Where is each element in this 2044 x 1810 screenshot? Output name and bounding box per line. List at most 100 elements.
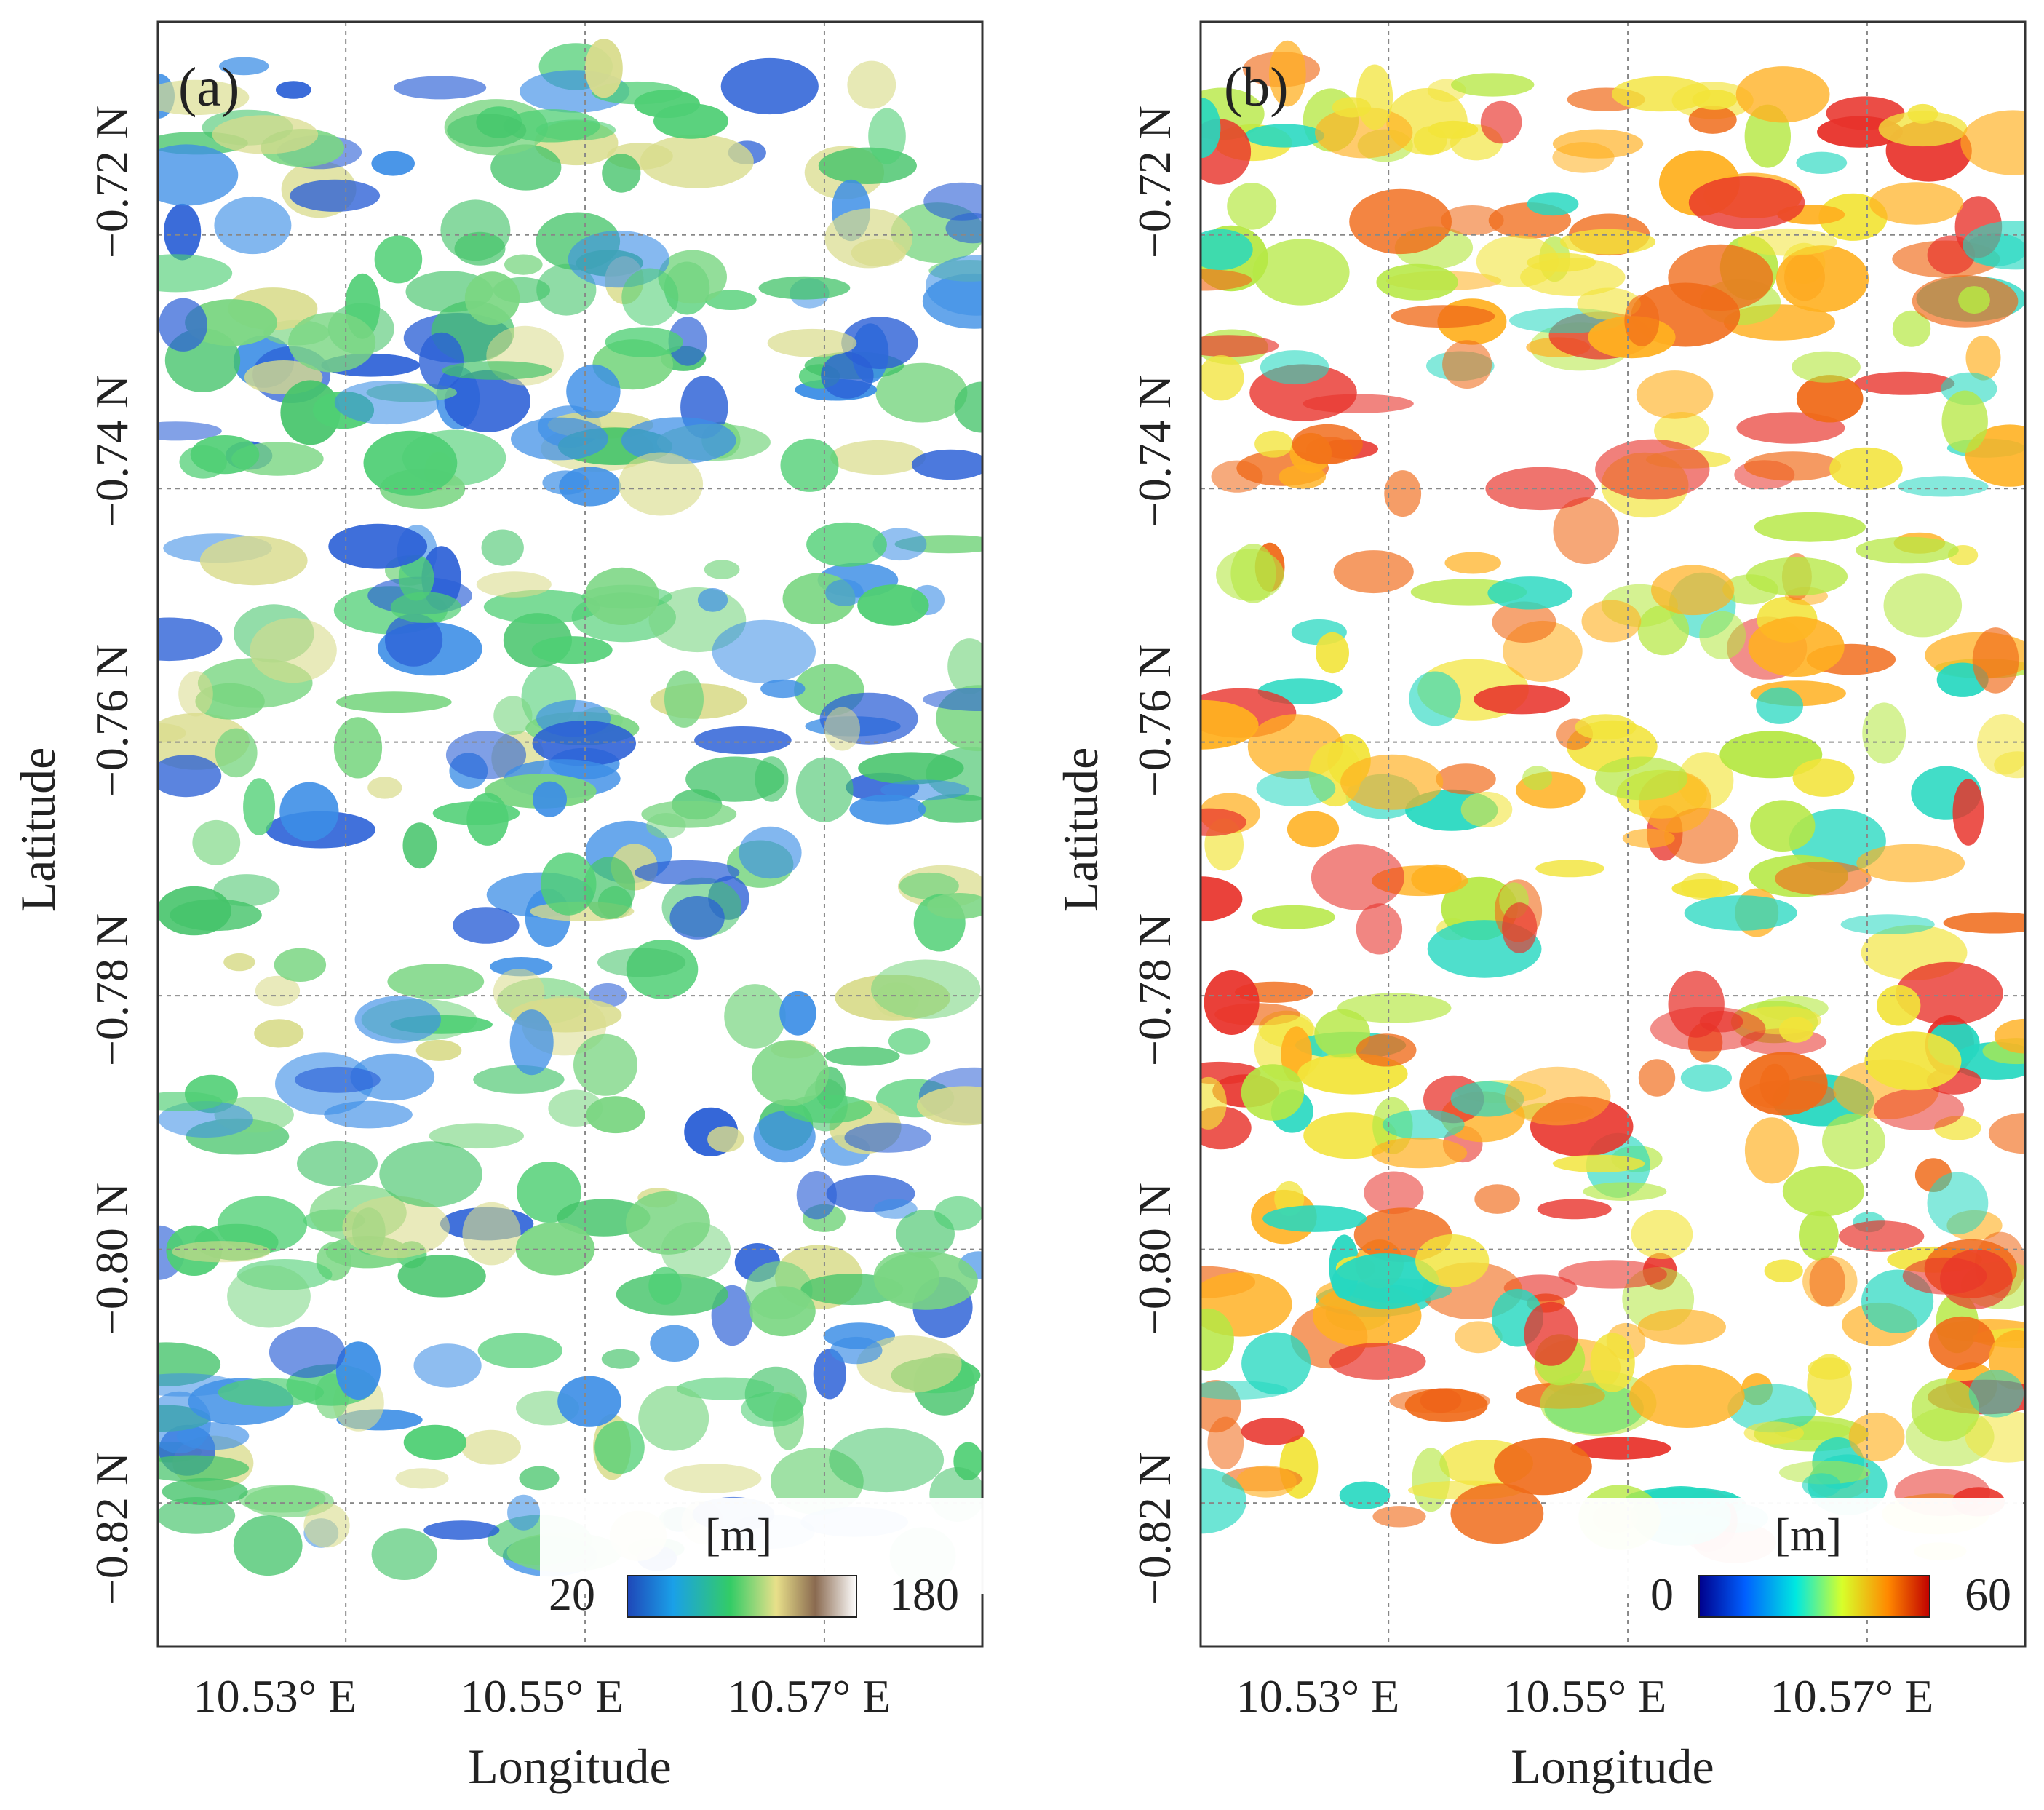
map-patch — [830, 440, 926, 475]
x-tick-label: 10.57° E — [1770, 1670, 1934, 1722]
map-patch — [423, 1520, 500, 1540]
map-patch — [1822, 1114, 1885, 1170]
map-patch — [829, 1427, 945, 1493]
map-patch — [1746, 557, 1848, 596]
map-border — [1199, 20, 2027, 1648]
map-patch — [1329, 1343, 1426, 1380]
map-patch — [1898, 476, 1989, 497]
map-patch — [872, 528, 927, 561]
map-patch — [403, 1424, 467, 1460]
map-patch — [178, 671, 213, 717]
map-patch — [419, 332, 464, 390]
map-patch — [1316, 632, 1349, 674]
map-patch — [445, 731, 527, 779]
map-patch — [594, 1421, 645, 1474]
map-patch — [507, 1494, 541, 1531]
map-patch — [1201, 355, 1244, 401]
panel-a: (a) 10.53° E 10.55° E 10.57° E Longitude… — [0, 0, 1019, 1806]
map-patch — [1260, 350, 1329, 385]
map-patch — [664, 670, 704, 728]
map-patch — [1796, 151, 1848, 174]
map-patch — [447, 114, 527, 148]
map-patch — [806, 522, 887, 567]
map-patch — [1201, 699, 1259, 750]
map-patch — [720, 57, 819, 115]
map-patch — [1504, 1066, 1611, 1126]
map-patch — [476, 571, 552, 598]
map-patch — [1252, 239, 1350, 306]
map-patch — [328, 523, 428, 569]
map-patch — [442, 361, 552, 380]
map-patch — [215, 728, 258, 778]
map-patch — [824, 1046, 900, 1066]
map-patch — [158, 1391, 211, 1454]
colorbar-gradient — [1698, 1575, 1930, 1618]
map-patch — [218, 57, 269, 76]
y-tick-labels: −0.72 N −0.74 N −0.76 N −0.78 N −0.80 N … — [86, 106, 138, 1605]
map-patch — [1485, 467, 1596, 511]
map-patch — [1349, 188, 1452, 255]
map-patch — [694, 726, 792, 755]
map-patch — [825, 579, 864, 606]
map-patch — [1436, 763, 1496, 795]
y-tick-label: −0.82 N — [86, 1452, 138, 1605]
map-patch — [1441, 205, 1504, 236]
map-patch — [493, 696, 533, 735]
map-patch — [1391, 305, 1495, 328]
y-axis-label: Latitude — [10, 747, 65, 913]
y-axis-label: Latitude — [1053, 747, 1108, 913]
map-patch — [1748, 616, 1845, 677]
map-patch — [1840, 914, 1935, 934]
map-patch — [1994, 1018, 2025, 1054]
map-patch — [1941, 390, 1988, 453]
map-patch — [1450, 1483, 1544, 1544]
map-patch — [668, 317, 707, 366]
map-patch — [1382, 1109, 1465, 1140]
map-patch — [540, 852, 597, 916]
map-patch — [164, 203, 202, 261]
map-patch — [1775, 861, 1872, 896]
map-patch — [509, 1009, 554, 1076]
x-axis-label: Longitude — [468, 1739, 672, 1794]
map-patch — [605, 327, 683, 357]
map-patch — [243, 778, 276, 835]
map-patch — [179, 445, 227, 479]
colorbar-max: 60 — [1965, 1568, 2011, 1620]
map-patch — [1560, 229, 1656, 255]
map-patch — [1699, 1010, 1743, 1033]
map-patch — [1442, 340, 1492, 389]
map-patch — [490, 144, 562, 191]
map-patch — [533, 781, 567, 817]
map-patch — [1254, 430, 1293, 458]
map-patch — [1474, 1184, 1520, 1214]
map-patch — [821, 352, 874, 399]
map-patch — [1856, 536, 1959, 564]
map-patch — [171, 1241, 271, 1263]
map-patch — [504, 254, 543, 275]
map-patch — [1292, 424, 1363, 465]
map-patch — [1688, 106, 1737, 134]
map-patch — [335, 1341, 381, 1400]
map-patch — [1201, 876, 1243, 922]
map-patch — [1553, 497, 1619, 565]
map-patch — [233, 1515, 303, 1576]
map-patch — [158, 886, 231, 936]
map-patch — [1241, 1332, 1311, 1395]
x-axis-label: Longitude — [1511, 1739, 1714, 1794]
map-patch — [217, 1196, 307, 1253]
map-patch — [1611, 76, 1711, 112]
map-patch — [625, 1191, 710, 1255]
map-patch — [1799, 1210, 1839, 1261]
map-patch — [212, 115, 319, 154]
map-patch — [566, 364, 621, 418]
map-patch — [413, 1343, 482, 1388]
map-patch — [1570, 1437, 1671, 1460]
colorbar-unit: [m] — [1775, 1509, 1842, 1560]
colorbar-unit: [m] — [705, 1509, 772, 1560]
map-patch — [751, 1040, 830, 1106]
map-patch — [1862, 702, 1906, 764]
map-patch — [824, 707, 860, 751]
map-patch — [873, 1251, 940, 1304]
map-patch — [911, 449, 982, 480]
map-patch — [477, 1333, 562, 1368]
